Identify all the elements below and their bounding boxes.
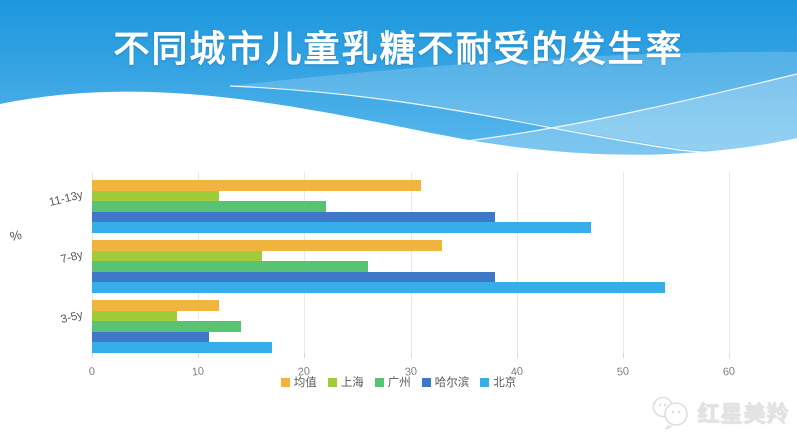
legend-swatch	[374, 377, 384, 387]
legend-label: 均值	[293, 377, 317, 389]
category-label-11-13y: 11-13y	[48, 188, 85, 209]
bar-哈尔滨-3-5y	[92, 331, 209, 343]
category-label-7-8y: 7-8y	[59, 248, 85, 266]
bar-上海-11-13y	[92, 190, 220, 202]
axis-tickmark	[410, 353, 412, 358]
wave-decoration	[0, 51, 797, 163]
bar-chart: % 0 10 20 30 40 50 60 11-13y 7-8y 3-5y 均值 上海 广州 哈尔滨…	[0, 163, 797, 393]
axis-tickmark	[198, 353, 200, 358]
bar-均值-11-13y	[92, 180, 422, 191]
bar-哈尔滨-7-8y	[92, 271, 496, 283]
bar-北京-7-8y	[92, 282, 666, 293]
plot-area: 0 10 20 30 40 50 60	[88, 172, 760, 379]
bar-哈尔滨-11-13y	[92, 211, 496, 223]
bar-广州-3-5y	[92, 321, 241, 332]
legend-item-均值: 均值	[280, 374, 317, 390]
wechat-bubbles-icon	[652, 396, 688, 430]
legend-swatch	[421, 377, 431, 387]
axis-tickmark	[729, 353, 730, 358]
legend-swatch	[480, 377, 490, 387]
bar-均值-3-5y	[92, 300, 220, 311]
legend: 均值 上海 广州 哈尔滨 北京	[0, 374, 797, 390]
bar-上海-3-5y	[92, 310, 177, 322]
watermark: 红星美羚	[649, 392, 789, 432]
bar-均值-7-8y	[92, 240, 443, 251]
bar-广州-11-13y	[92, 201, 326, 212]
gridline	[729, 172, 730, 353]
legend-swatch	[327, 377, 337, 387]
gridline	[410, 172, 412, 353]
legend-item-广州: 广州	[374, 374, 411, 390]
legend-item-哈尔滨: 哈尔滨	[421, 374, 470, 390]
bar-北京-3-5y	[92, 342, 273, 353]
axis-tickmark	[622, 353, 624, 358]
legend-item-上海: 上海	[327, 374, 364, 390]
legend-label: 上海	[340, 377, 364, 389]
gridline	[516, 172, 518, 353]
page-title: 不同城市儿童乳糖不耐受的发生率	[113, 28, 684, 70]
watermark-text: 红星美羚	[696, 401, 789, 426]
header-banner: 不同城市儿童乳糖不耐受的发生率	[0, 0, 797, 163]
category-label-3-5y: 3-5y	[59, 308, 85, 326]
axis-tickmark	[516, 353, 518, 358]
legend-label: 哈尔滨	[434, 377, 470, 389]
axis-tickmark	[304, 353, 306, 358]
y-axis-title: %	[8, 226, 24, 245]
legend-label: 广州	[387, 377, 411, 389]
legend-label: 北京	[493, 377, 517, 389]
bar-北京-11-13y	[92, 222, 591, 233]
gridline	[622, 172, 624, 353]
legend-item-北京: 北京	[480, 374, 516, 390]
bar-上海-7-8y	[92, 250, 262, 262]
bar-广州-7-8y	[92, 261, 369, 272]
legend-swatch	[280, 377, 290, 387]
axis-tickmark	[92, 353, 93, 358]
